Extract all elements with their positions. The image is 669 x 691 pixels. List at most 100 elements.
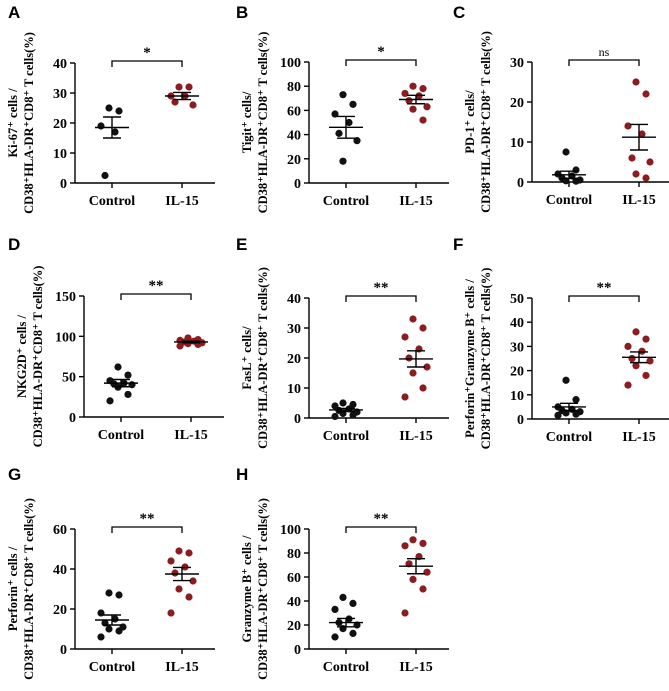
y-tick-label: 20 [510,365,524,380]
y-axis-label-line: FasL⁺ cells/ [240,326,254,390]
x-category-label: IL-15 [165,194,198,209]
significance-label: * [143,45,151,61]
y-tick-label: 30 [53,87,67,102]
data-point-il15 [175,547,183,555]
data-point-il15 [409,315,417,323]
data-point-control [124,371,132,379]
data-point-control [105,104,113,112]
data-point-il15 [628,154,636,162]
data-point-il15 [646,158,654,166]
panel-letter: F [453,235,463,254]
data-point-il15 [419,324,427,332]
panel-letter: D [8,235,20,254]
y-tick-label: 40 [510,316,524,331]
y-axis-label: Perforin⁺ cells / CD38⁺HLA-DR⁺CD8⁺ T cell… [6,498,36,680]
x-category-label: IL-15 [399,660,432,675]
data-point-il15 [185,83,193,91]
data-point-control [115,591,123,599]
y-tick-label: 10 [510,136,524,151]
significance-bracket [120,293,192,300]
data-point-il15 [176,342,184,350]
y-tick-label: 60 [287,571,301,586]
data-point-il15 [632,170,640,178]
data-point-il15 [642,90,650,98]
data-point-control [562,376,570,384]
data-point-il15 [632,362,640,370]
data-point-il15 [185,549,193,557]
y-axis-label: Tigit⁺ cells/CD38⁺HLA-DR⁺CD8⁺ T cells(%) [240,32,270,214]
y-tick-label: 20 [510,96,524,111]
significance-bracket [568,59,640,66]
data-point-il15 [642,335,650,343]
data-point-control [335,129,343,137]
y-tick-label: 80 [287,547,301,562]
data-point-control [353,137,361,145]
y-tick-label: 100 [280,56,301,71]
data-point-il15 [642,174,650,182]
panel-letter: G [8,465,21,484]
y-axis-label-line: Perforin⁺Granzyme B⁺ cells / [463,279,477,438]
y-axis-label-line: CD38⁺HLA-DR⁺CD8⁺ T cells(%) [31,266,45,448]
data-point-control [572,396,580,404]
data-point-control [115,107,123,115]
data-point-control [349,599,357,608]
data-point-control [97,122,105,130]
panel-letter: E [236,235,247,254]
y-tick-label: 20 [53,117,67,132]
data-point-control [97,609,105,617]
x-category-label: Control [89,194,136,209]
x-category-label: IL-15 [399,429,432,444]
significance-label: ** [374,511,389,527]
y-axis-label-line: CD38⁺HLA-DR⁺CD8⁺ T cells(%) [256,267,270,449]
significance-label: ** [149,278,164,294]
data-point-il15 [409,105,417,113]
significance-bracket [345,526,417,533]
significance-label: * [377,44,385,60]
data-point-control [101,171,109,180]
data-point-il15 [632,328,640,336]
significance-label: ns [599,45,610,59]
significance-bracket [111,60,183,67]
y-tick-label: 0 [517,176,524,191]
significance-bracket [568,295,640,302]
data-point-il15 [167,609,175,617]
y-axis-label-line: CD38⁺HLA-DR⁺CD8⁺ T cells(%) [22,32,36,214]
y-tick-label: 30 [510,56,524,71]
y-tick-label: 0 [517,413,524,428]
y-tick-label: 50 [510,292,524,307]
y-tick-label: 60 [287,104,301,119]
data-point-il15 [401,609,409,617]
data-point-control [572,177,580,185]
data-point-il15 [423,363,431,371]
data-point-il15 [624,342,632,350]
data-point-control [106,397,114,405]
data-point-il15 [419,116,427,124]
data-point-control [124,390,132,399]
data-point-control [572,410,580,418]
y-tick-label: 0 [294,643,301,658]
significance-label: ** [597,280,612,296]
significance-label: ** [140,511,155,527]
data-point-control [115,627,123,635]
data-point-il15 [401,542,409,550]
data-point-il15 [167,557,175,565]
data-point-control [339,399,347,407]
data-point-il15 [642,371,650,380]
y-tick-label: 80 [287,80,301,95]
y-axis-label: PD-1⁺ cells/CD38⁺HLA-DR⁺CD8⁺ T cells(%) [463,31,493,213]
y-axis-label-line: CD38⁺HLA-DR⁺CD8⁺ T cells(%) [479,31,493,213]
data-point-control [349,100,357,108]
x-category-label: Control [89,660,136,675]
data-point-il15 [638,130,646,138]
panel-letter: H [236,465,248,484]
data-point-il15 [189,101,197,109]
data-point-il15 [405,354,413,362]
data-point-il15 [401,333,409,341]
y-tick-label: 20 [287,352,301,367]
data-point-il15 [646,357,654,365]
data-point-il15 [409,82,417,90]
data-point-control [105,589,113,597]
data-point-il15 [409,575,417,584]
x-category-label: IL-15 [165,660,198,675]
y-tick-label: 30 [510,340,524,355]
